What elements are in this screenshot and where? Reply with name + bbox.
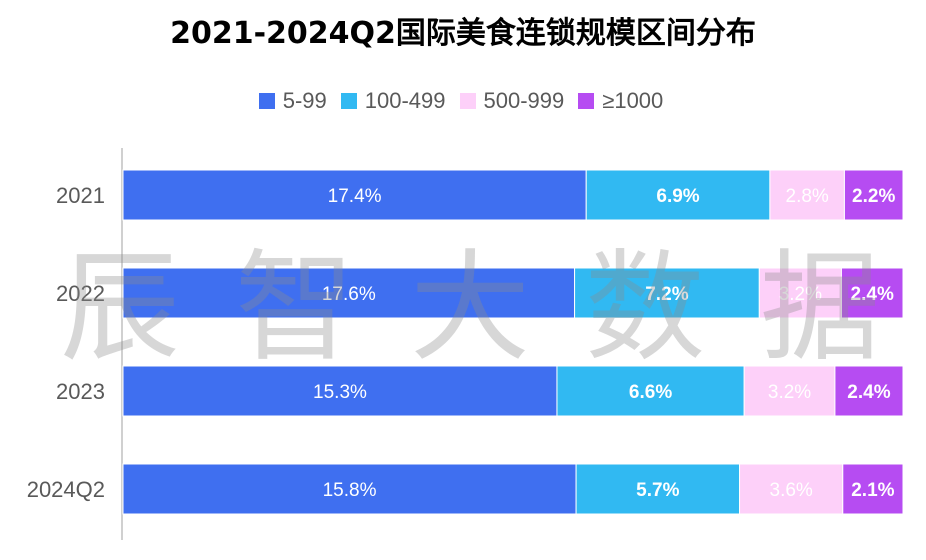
chart-title: 2021-2024Q2国际美食连锁规模区间分布: [170, 16, 756, 51]
bar-segment: [574, 267, 760, 319]
data-label: 2.1%: [851, 480, 894, 501]
bar-segment: [122, 267, 576, 319]
data-label: 2.2%: [852, 186, 895, 207]
data-label: 7.2%: [645, 284, 688, 305]
legend: 5-99 100-499 500-999 ≥1000: [0, 88, 926, 114]
legend-swatch: [340, 93, 357, 109]
data-label: 15.3%: [313, 382, 367, 403]
bar-segment: [743, 365, 836, 417]
data-label: 17.4%: [328, 186, 382, 207]
bar-segment: [834, 365, 904, 417]
data-label: 3.2%: [768, 382, 811, 403]
bar-segment: [739, 463, 844, 515]
bar-segment: [758, 267, 842, 319]
legend-item: ≥1000: [578, 88, 663, 114]
legend-swatch: [459, 93, 476, 109]
data-label: 6.9%: [656, 186, 699, 207]
bar-segment: [842, 463, 904, 515]
data-label: 2.8%: [786, 186, 829, 207]
bar-segment: [122, 463, 577, 515]
legend-label: ≥1000: [602, 88, 664, 113]
y-tick-label: 2024Q2: [27, 477, 105, 502]
data-label: 2.4%: [847, 382, 890, 403]
legend-item: 100-499: [340, 88, 446, 114]
bar-segment: [122, 365, 558, 417]
data-label: 5.7%: [636, 480, 679, 501]
data-label: 3.2%: [779, 284, 822, 305]
legend-swatch: [578, 93, 595, 109]
y-tick-label: 2022: [56, 281, 105, 306]
bar-segment: [122, 169, 587, 221]
bar-segment: [575, 463, 741, 515]
y-tick-label: 2023: [56, 379, 105, 404]
bar-segment: [840, 267, 904, 319]
legend-label: 5-99: [282, 88, 327, 113]
data-label: 15.8%: [323, 480, 377, 501]
legend-item: 5-99: [258, 88, 327, 114]
legend-label: 500-999: [483, 88, 565, 113]
data-label: 17.6%: [322, 284, 376, 305]
legend-label: 100-499: [364, 88, 446, 113]
legend-swatch: [258, 93, 275, 109]
legend-item: 500-999: [459, 88, 565, 114]
bar-segment: [843, 169, 904, 221]
data-label: 6.6%: [629, 382, 672, 403]
data-label: 2.4%: [851, 284, 894, 305]
y-tick-label: 2021: [56, 183, 105, 208]
bar-segment: [556, 365, 745, 417]
data-label: 3.6%: [770, 480, 813, 501]
